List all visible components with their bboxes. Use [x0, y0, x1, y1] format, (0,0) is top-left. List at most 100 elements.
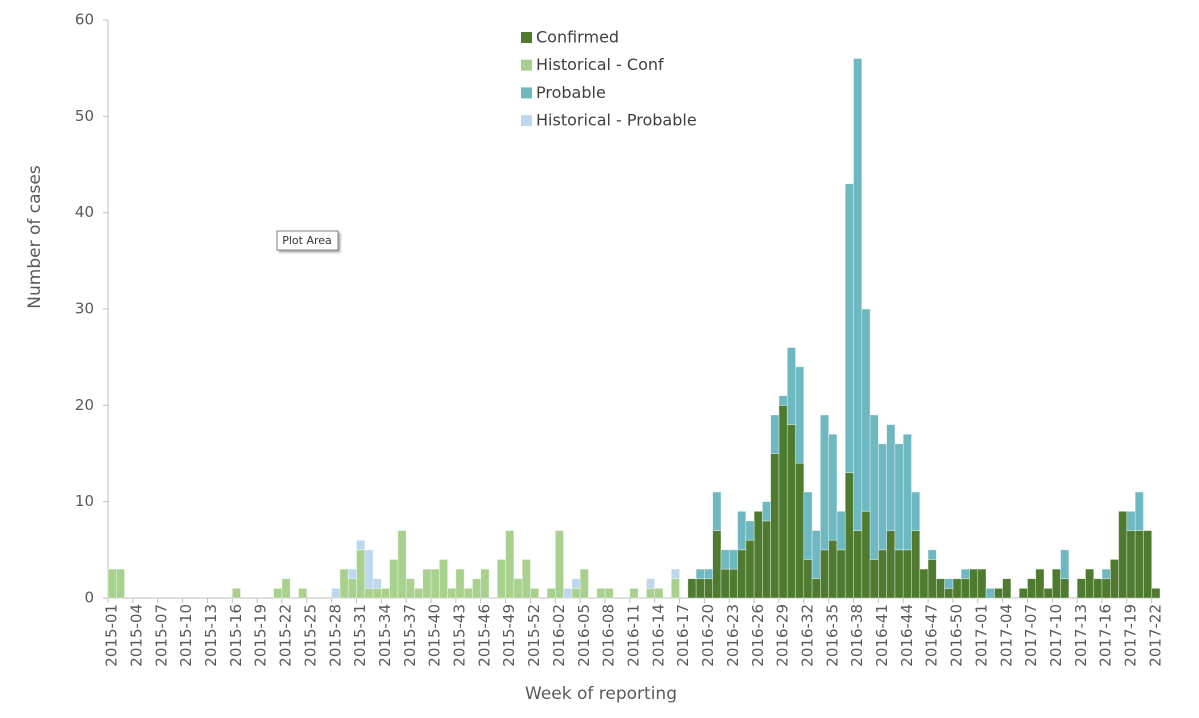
bar-segment [720, 549, 730, 570]
bar-segment [513, 578, 523, 599]
bar-segment [712, 491, 722, 531]
bar-segment [571, 588, 581, 599]
bar-segment [786, 347, 796, 425]
bar-segment [372, 588, 382, 599]
legend-label: Probable [536, 83, 606, 102]
x-tick-label: 2017-13 [1072, 604, 1090, 667]
y-tick-label: 20 [75, 396, 94, 414]
bar-segment [480, 568, 490, 599]
bar-segment [878, 443, 887, 551]
x-tick-label: 2015-13 [202, 604, 220, 667]
bar-segment [530, 588, 540, 599]
bar-segment [579, 568, 589, 599]
bar-segment [894, 443, 904, 551]
x-tick-label: 2015-16 [227, 604, 245, 667]
y-tick-label: 0 [84, 589, 94, 607]
bar-segment [546, 588, 556, 599]
bar-segment [811, 530, 821, 580]
bar-segment [836, 549, 846, 599]
x-tick-label: 2015-40 [426, 604, 444, 667]
bar-segment [737, 510, 747, 551]
bar-segment [712, 530, 722, 599]
bar-segment [364, 549, 374, 589]
x-tick-label: 2015-04 [127, 604, 145, 667]
y-tick-label: 30 [75, 300, 94, 318]
bar-segment [828, 539, 838, 599]
bar-segment [1060, 549, 1070, 580]
bar-segment [960, 578, 970, 599]
bar-segment [356, 539, 366, 551]
bar-segment [629, 588, 639, 599]
x-tick-label: 2015-01 [103, 604, 121, 667]
bar-segment [795, 462, 805, 599]
bar-segment [430, 568, 440, 599]
bar-segment [505, 530, 515, 599]
bar-segment [107, 568, 117, 599]
y-axis-title: Number of cases [25, 165, 45, 309]
bar-segment [231, 588, 241, 599]
bar-segment [405, 578, 415, 599]
bar-segment [414, 588, 424, 599]
bar-segment [281, 578, 291, 599]
bar-segment [687, 578, 697, 599]
bar-segment [695, 568, 705, 580]
bar-segment [811, 578, 821, 599]
bar-segment [422, 568, 432, 599]
bar-segment [339, 568, 349, 599]
x-tick-label: 2016-08 [600, 604, 618, 667]
bar-segment [1101, 578, 1111, 599]
x-tick-label: 2017-07 [1022, 604, 1040, 667]
x-tick-label: 2015-10 [177, 604, 195, 667]
x-tick-label: 2017-01 [972, 604, 990, 667]
bar-segment [861, 308, 871, 512]
bar-segment [762, 501, 771, 522]
bar-segment [1151, 588, 1161, 599]
bar-segment [463, 588, 473, 599]
legend-swatch [521, 32, 532, 43]
legend-swatch [521, 115, 532, 127]
bar-segment [828, 433, 838, 541]
x-tick-label: 2015-49 [500, 604, 518, 667]
y-tick-label: 40 [75, 203, 94, 221]
bar-segment [745, 520, 755, 541]
x-tick-label: 2017-19 [1122, 604, 1140, 667]
x-tick-label: 2016-50 [948, 604, 966, 667]
x-tick-label: 2016-14 [649, 604, 667, 667]
bar-segment [786, 424, 796, 599]
bar-segment [952, 578, 962, 599]
bar-segment [604, 588, 614, 599]
bar-segment [381, 588, 390, 599]
bar-segment [869, 414, 879, 560]
bar-segment [919, 568, 929, 599]
x-tick-label: 2015-19 [252, 604, 270, 667]
bar-segment [836, 510, 846, 551]
bar-segment [472, 578, 482, 599]
bar-segment [497, 559, 506, 599]
x-tick-label: 2017-10 [1047, 604, 1065, 667]
bar-segment [1027, 578, 1037, 599]
legend-swatch [521, 87, 532, 99]
bar-segment [985, 588, 995, 599]
x-tick-label: 2015-25 [301, 604, 319, 667]
tooltip: Plot Area [282, 234, 332, 247]
x-tick-label: 2015-31 [351, 604, 369, 667]
legend-label: Confirmed [536, 28, 619, 47]
bar-segment [803, 559, 813, 599]
x-tick-label: 2016-23 [724, 604, 742, 667]
bar-segment [1126, 530, 1136, 599]
bar-segment [273, 588, 283, 599]
bar-segment [1134, 491, 1144, 531]
bar-segment [1043, 588, 1053, 599]
bar-segment [364, 588, 374, 599]
x-tick-label: 2017-22 [1146, 604, 1164, 667]
bar-segment [844, 472, 854, 599]
bar-segment [670, 578, 680, 599]
x-tick-label: 2015-37 [401, 604, 419, 667]
bar-segment [555, 530, 564, 599]
bar-segment [1002, 578, 1012, 599]
bar-segment [695, 578, 705, 599]
legend-label: Historical - Conf [536, 55, 664, 74]
bar-segment [844, 183, 854, 474]
x-tick-label: 2016-32 [798, 604, 816, 667]
bar-segment [521, 559, 531, 599]
